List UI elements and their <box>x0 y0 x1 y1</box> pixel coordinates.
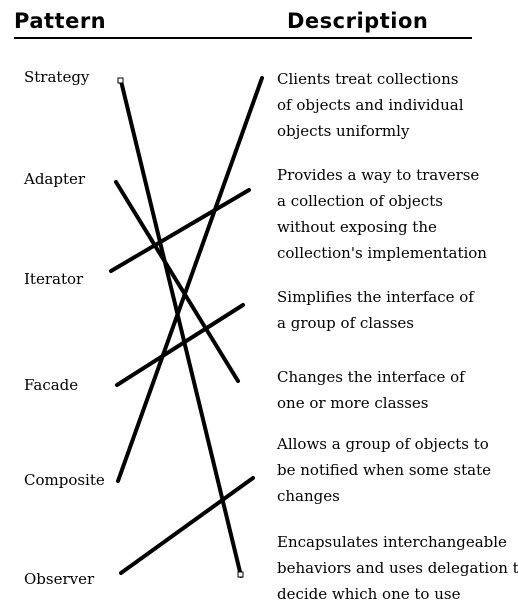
pattern-composite: Composite <box>24 471 105 489</box>
description-line: collection's implementation <box>277 244 487 262</box>
description-line: a collection of objects <box>277 192 443 210</box>
pattern-adapter: Adapter <box>24 170 86 188</box>
line-endpoint-marker <box>237 571 244 578</box>
description-line: a group of classes <box>277 314 415 332</box>
description-block: Simplifies the interface of a group of c… <box>277 284 474 336</box>
pattern-strategy: Strategy <box>24 68 90 86</box>
match-line-observer <box>119 476 255 575</box>
description-line: behaviors and uses delegation to <box>277 559 518 577</box>
description-line: decide which one to use <box>277 585 461 603</box>
match-line-composite <box>116 76 264 483</box>
pattern-iterator: Iterator <box>24 270 84 288</box>
description-line: objects uniformly <box>277 122 410 140</box>
description-column-header: Description <box>287 9 429 33</box>
description-block: Clients treat collections of objects and… <box>277 66 464 144</box>
pattern-column-header: Pattern <box>14 9 107 33</box>
description-block: Encapsulates interchangeable behaviors a… <box>277 529 518 607</box>
description-line: one or more classes <box>277 394 429 412</box>
match-line-strategy <box>119 79 243 578</box>
line-endpoint-marker <box>117 77 124 84</box>
description-line: Allows a group of objects to <box>277 435 489 453</box>
description-block: Provides a way to traverse a collection … <box>277 162 487 266</box>
pattern-observer: Observer <box>24 570 95 588</box>
description-line: Clients treat collections <box>277 70 459 88</box>
pattern-facade: Facade <box>24 376 79 394</box>
header-rule <box>14 37 472 39</box>
description-line: Provides a way to traverse <box>277 166 480 184</box>
description-line: be notified when some state <box>277 461 491 479</box>
description-line: changes <box>277 487 340 505</box>
description-line: Changes the interface of <box>277 368 465 386</box>
description-line: Encapsulates interchangeable <box>277 533 507 551</box>
description-line: of objects and individual <box>277 96 464 114</box>
match-line-facade <box>115 303 245 387</box>
description-line: without exposing the <box>277 218 437 236</box>
description-line: Simplifies the interface of <box>277 288 474 306</box>
match-line-adapter <box>114 180 240 383</box>
description-block: Changes the interface of one or more cla… <box>277 364 465 416</box>
description-block: Allows a group of objects to be notified… <box>277 431 491 509</box>
match-line-iterator <box>109 188 251 273</box>
